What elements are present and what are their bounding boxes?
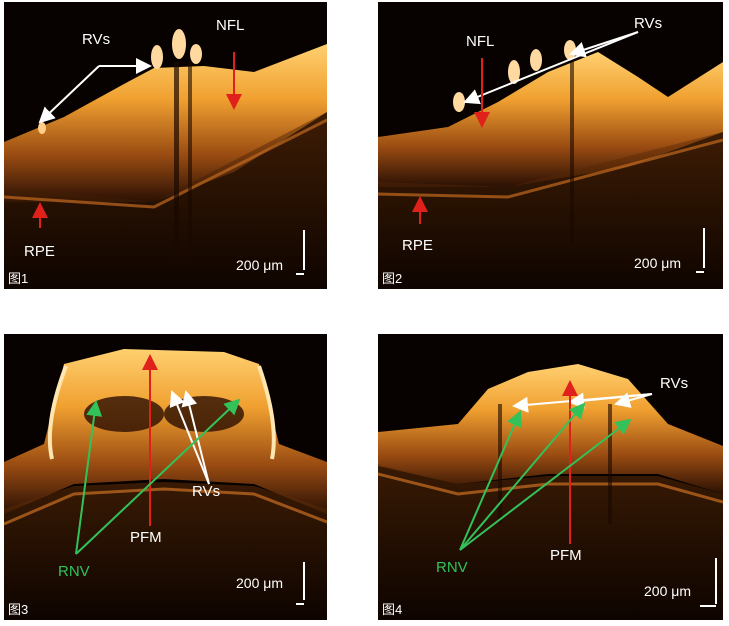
oct-image-1 — [4, 2, 327, 289]
oct-image-4 — [378, 334, 723, 620]
figure-label: 图3 — [8, 602, 29, 617]
scale-bar-label: 200 μm — [634, 255, 681, 271]
nfl-label: NFL — [216, 17, 245, 34]
figure-label: 图1 — [8, 271, 29, 286]
rvs-label: RVs — [660, 375, 689, 392]
scale-bar-label: 200 μm — [644, 583, 691, 599]
figure-label: 图2 — [382, 271, 403, 286]
nfl-label: NFL — [466, 33, 495, 50]
oct-panel-1: RVs NFL RPE 200 μm 图1 — [4, 2, 327, 289]
rpe-label: RPE — [402, 237, 433, 254]
scale-bar-label: 200 μm — [236, 575, 283, 591]
pfm-label: PFM — [550, 547, 582, 564]
oct-panel-2: RVs NFL RPE 200 μm 图2 — [378, 2, 723, 289]
oct-panel-3: RVs PFM RNV 200 μm 图3 — [4, 334, 327, 620]
pfm-label: PFM — [130, 529, 162, 546]
rpe-label: RPE — [24, 243, 55, 260]
oct-image-3 — [4, 334, 327, 620]
oct-image-2 — [378, 2, 723, 289]
rvs-label: RVs — [82, 31, 111, 48]
rnv-label: RNV — [58, 563, 90, 580]
figure-label: 图4 — [382, 602, 403, 617]
oct-panel-4: RVs PFM RNV 200 μm 图4 — [378, 334, 723, 620]
rvs-label: RVs — [634, 15, 663, 32]
scale-bar-label: 200 μm — [236, 257, 283, 273]
rnv-label: RNV — [436, 559, 468, 576]
rvs-label: RVs — [192, 483, 221, 500]
